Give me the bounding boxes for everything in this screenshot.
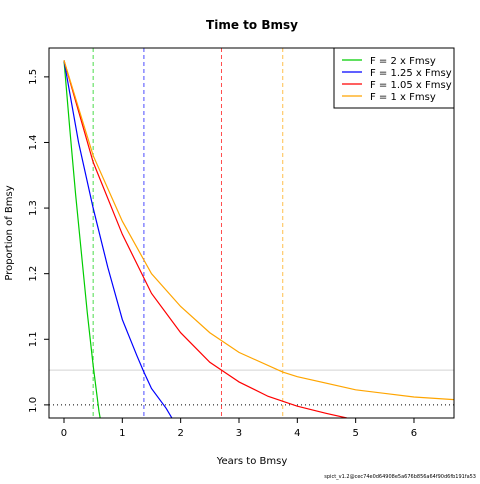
y-axis-label: Proportion of Bmsy — [4, 185, 15, 280]
y-tick-label: 1.4 — [28, 135, 39, 151]
x-tick-label: 3 — [236, 428, 242, 439]
y-tick-label: 1.5 — [28, 69, 39, 85]
series-line — [63, 60, 101, 418]
chart-title: Time to Bmsy — [206, 18, 298, 32]
legend-label: F = 1.25 x Fmsy — [370, 68, 452, 79]
legend-box — [333, 47, 455, 109]
x-axis-label: Years to Bmsy — [216, 456, 288, 467]
plot-frame — [48, 47, 455, 419]
x-tick-label: 0 — [61, 428, 67, 439]
x-tick-label: 1 — [119, 428, 125, 439]
series-line — [63, 60, 454, 401]
x-tick-label: 5 — [352, 428, 358, 439]
footnote: spict_v1.2@cec74e0d64908e5a676b856a64f90… — [324, 474, 476, 480]
x-tick-label: 4 — [294, 428, 300, 439]
series-line — [63, 60, 348, 418]
y-tick-label: 1.2 — [28, 266, 39, 282]
legend-label: F = 1 x Fmsy — [370, 92, 436, 103]
series-line — [63, 60, 173, 418]
legend-label: F = 2 x Fmsy — [370, 56, 436, 67]
y-tick-label: 1.3 — [28, 200, 39, 216]
y-tick-label: 1.0 — [28, 397, 39, 413]
x-tick-label: 6 — [411, 428, 417, 439]
legend-label: F = 1.05 x Fmsy — [370, 80, 452, 91]
y-tick-label: 1.1 — [28, 331, 39, 347]
x-tick-label: 2 — [177, 428, 183, 439]
plot-area — [49, 48, 454, 418]
